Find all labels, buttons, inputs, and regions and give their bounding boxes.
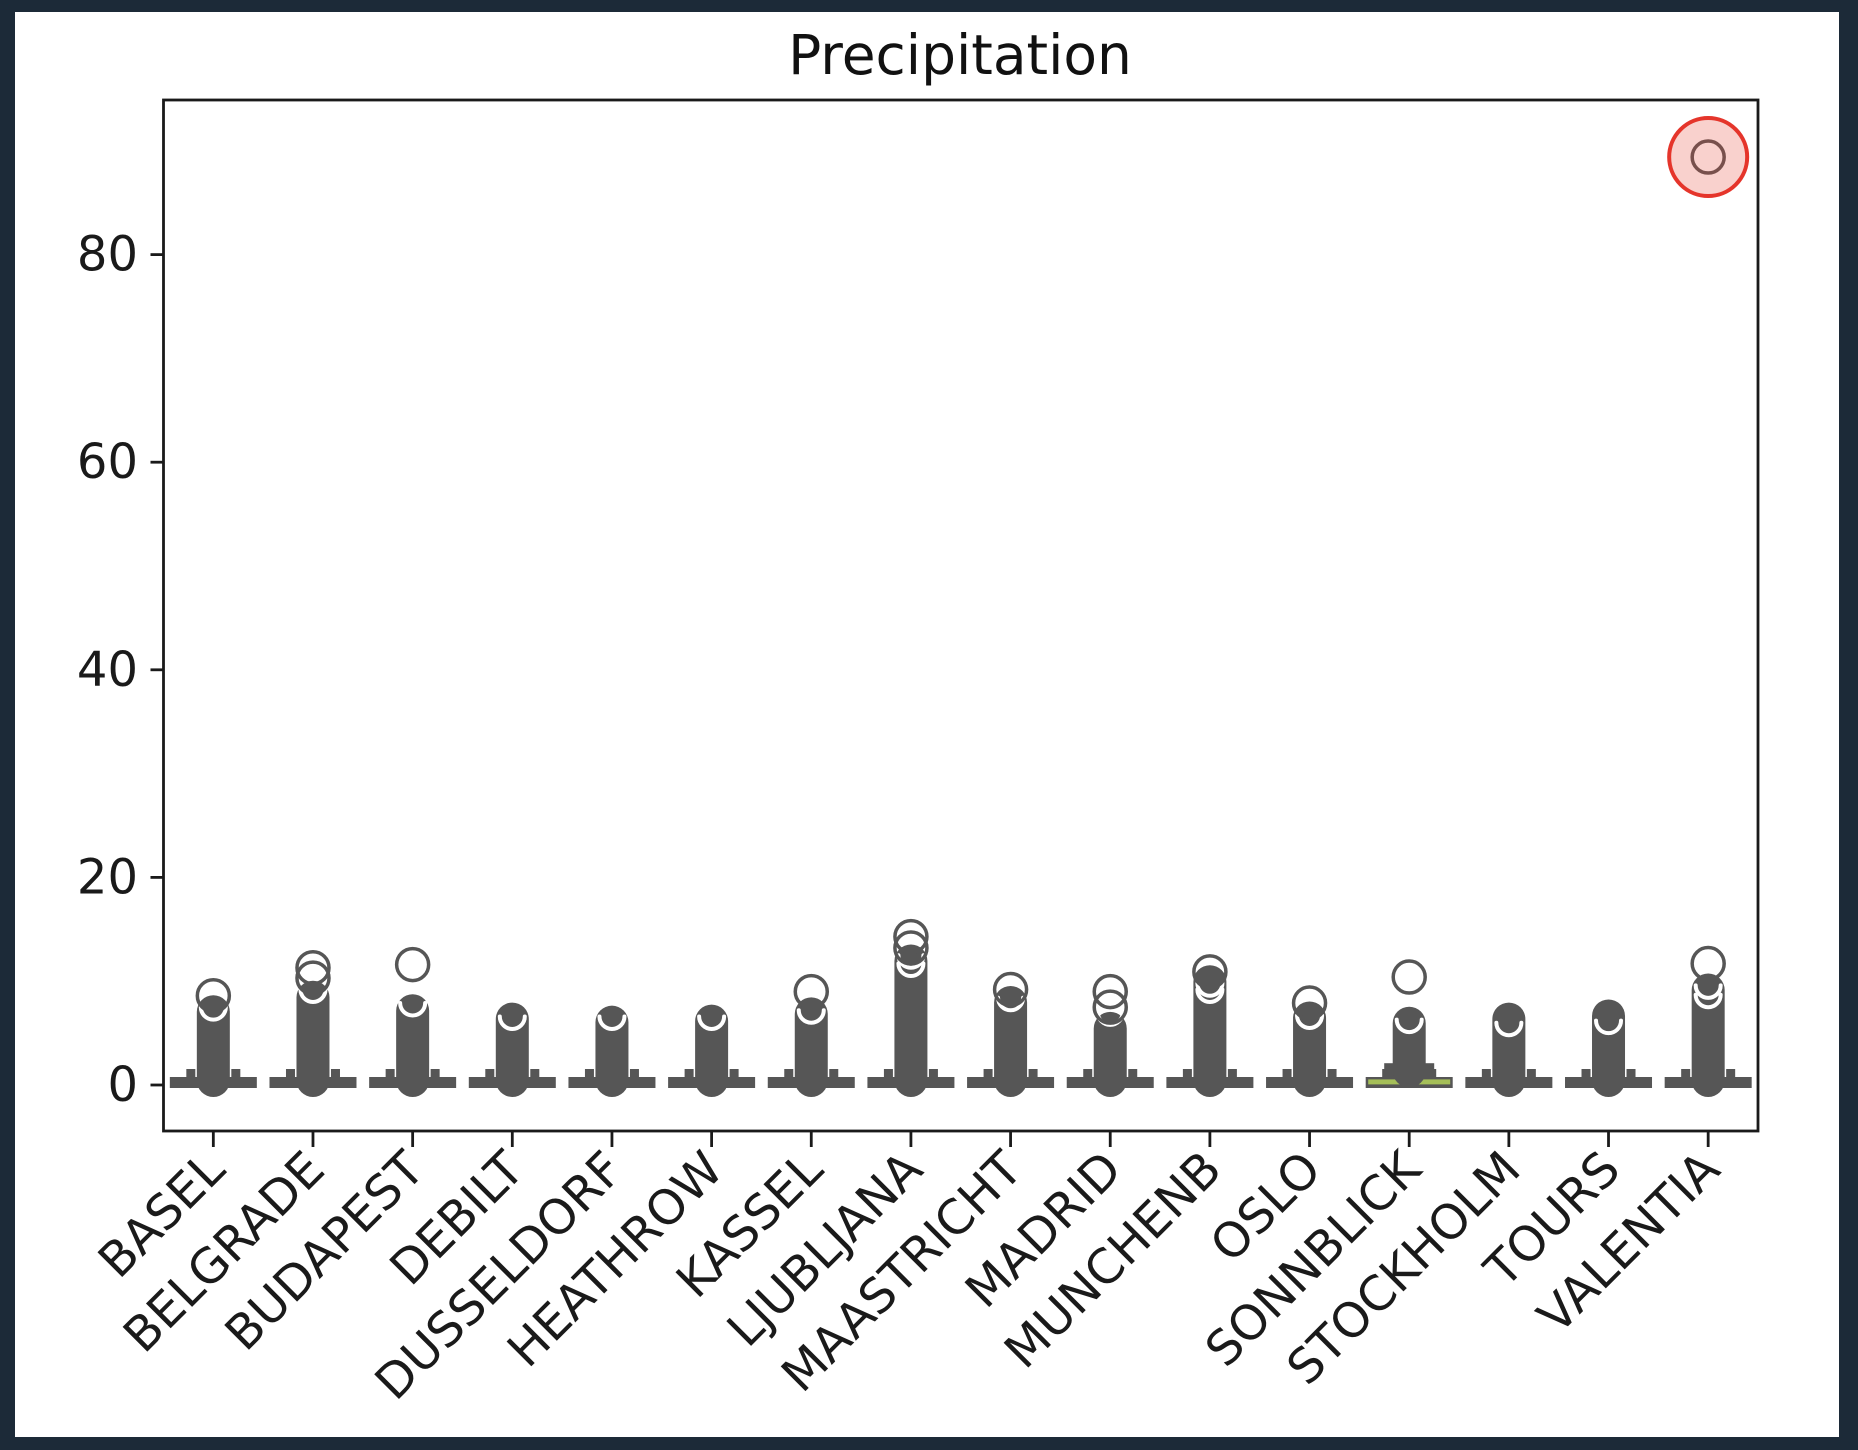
- highlight-annotation-layer[interactable]: [1667, 116, 1750, 199]
- dense-flier-column: [1093, 1011, 1127, 1097]
- boxplot-sonnblick: [1365, 959, 1453, 1088]
- boxplot-belgrade: [269, 949, 357, 1097]
- dense-flier-column: [794, 997, 828, 1097]
- dense-flier-column: [894, 944, 928, 1097]
- dense-flier-column: [1492, 1002, 1526, 1097]
- box-edge-stub: [1227, 1069, 1237, 1078]
- y-tick-label-80: 80: [77, 227, 138, 283]
- box-edge-stub: [1282, 1069, 1292, 1078]
- flier-gap-arc: [796, 1008, 826, 1025]
- outlier-marker: [1391, 959, 1427, 995]
- dense-flier-column: [196, 995, 230, 1097]
- box-edge-stub: [883, 1069, 893, 1078]
- box-edge-stub: [1083, 1069, 1093, 1078]
- box-edge-stub: [1182, 1069, 1192, 1078]
- box-edge-stub: [430, 1069, 440, 1078]
- outlier-marker: [1092, 973, 1128, 1010]
- boxplot-ljubljana: [867, 918, 955, 1097]
- box-edge-stub: [629, 1069, 639, 1078]
- flier-gap-arc: [497, 1014, 527, 1031]
- box-edge-stub: [1481, 1069, 1491, 1078]
- outlier-marker: [793, 973, 830, 1010]
- outlier-marker: [1092, 989, 1128, 1025]
- box-edge-stub: [784, 1069, 794, 1078]
- y-tick-label-20: 20: [77, 849, 138, 905]
- box-edge-stub: [485, 1069, 495, 1078]
- flier-gap-arc: [1394, 1017, 1424, 1035]
- flier-gap-arc: [1594, 1018, 1624, 1036]
- flier-gap-arc: [1693, 983, 1723, 1000]
- outlier-marker: [295, 960, 331, 996]
- highlight-circle[interactable]: [1667, 116, 1750, 199]
- box-edge-stub: [1681, 1069, 1691, 1078]
- box-edge-stub: [385, 1069, 395, 1078]
- boxplot-tours: [1565, 999, 1653, 1097]
- flier-gap-arc: [697, 1014, 727, 1031]
- boxplot-debilt: [468, 1002, 556, 1097]
- flier-gap-arc: [1693, 992, 1723, 1010]
- box-edge-stub: [1327, 1069, 1337, 1078]
- boxplot-munchenb: [1166, 954, 1254, 1097]
- box-edge-stub: [285, 1069, 295, 1078]
- box-edge-stub: [584, 1069, 594, 1078]
- outlier-marker: [893, 918, 929, 955]
- dense-flier-column: [994, 985, 1028, 1097]
- box-edge-stub: [1526, 1069, 1536, 1078]
- y-tick-label-40: 40: [77, 642, 138, 698]
- flier-gap-arc: [298, 987, 328, 1004]
- outlier-marker: [1690, 139, 1726, 175]
- boxplot-series: [169, 139, 1752, 1097]
- dense-flier-column: [1592, 999, 1626, 1097]
- boxplot-madrid: [1066, 973, 1154, 1097]
- box-edge-stub: [186, 1069, 196, 1078]
- box-edge-stub: [231, 1069, 241, 1078]
- box-edge-stub: [1028, 1069, 1038, 1078]
- box-edge-stub: [684, 1069, 694, 1078]
- boxplot-heathrow: [668, 1004, 756, 1097]
- flier-gap-arc: [198, 1005, 228, 1022]
- outlier-marker: [295, 949, 331, 986]
- y-tick-label-60: 60: [77, 434, 138, 490]
- flier-gap-arc: [398, 1001, 428, 1018]
- flier-gap-arc: [1295, 1013, 1325, 1030]
- dense-flier-column: [396, 994, 430, 1097]
- outlier-marker: [1690, 945, 1726, 982]
- plot-border: [162, 98, 1760, 1133]
- box-edge-stub: [729, 1069, 739, 1078]
- flier-gap-arc: [1195, 987, 1225, 1004]
- y-tick-label-0: 0: [107, 1057, 138, 1113]
- box-edge-stub: [1726, 1069, 1736, 1078]
- figure-canvas: [15, 12, 1839, 1437]
- box-edge-stub: [330, 1069, 340, 1078]
- box-edge-stub: [983, 1069, 993, 1078]
- outlier-marker: [893, 930, 929, 966]
- boxplot-maastricht: [967, 971, 1055, 1097]
- chart-title: Precipitation: [788, 23, 1132, 87]
- box-edge-stub: [829, 1069, 839, 1078]
- outlier-marker: [394, 946, 431, 983]
- box-edge-stub: [1128, 1069, 1138, 1078]
- boxplot-basel: [169, 977, 257, 1097]
- dense-flier-column: [595, 1005, 629, 1097]
- boxplot-budapest: [369, 946, 457, 1097]
- dense-flier-column: [296, 980, 330, 1097]
- box-edge-stub: [1581, 1069, 1591, 1078]
- boxplot-valentia: [1664, 139, 1752, 1097]
- box-edge-stub: [530, 1069, 540, 1078]
- boxplot-dusseldorf: [568, 1005, 656, 1097]
- flier-gap-arc: [1494, 1020, 1524, 1038]
- boxplot-kassel: [767, 973, 855, 1097]
- outlier-marker: [1291, 985, 1328, 1021]
- outlier-marker: [992, 971, 1029, 1008]
- outlier-marker: [1192, 954, 1228, 990]
- flier-gap-arc: [597, 1014, 627, 1031]
- flier-gap-arc: [896, 961, 926, 979]
- y-axis: 0 20 40 60 80: [77, 227, 164, 1113]
- box-edge-stub: [1626, 1069, 1636, 1078]
- boxplot-stockholm: [1465, 1002, 1553, 1097]
- outlier-marker: [195, 977, 232, 1014]
- box-edge-stub: [928, 1069, 938, 1078]
- boxplot-oslo: [1266, 985, 1354, 1097]
